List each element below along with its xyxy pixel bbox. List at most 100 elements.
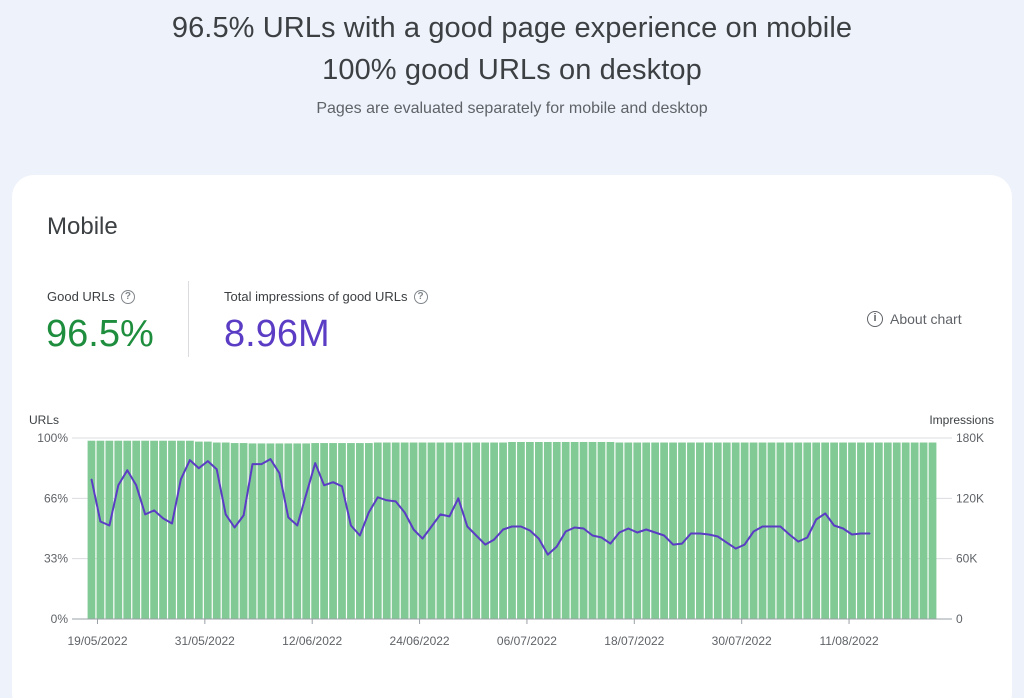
bar	[740, 442, 749, 619]
bar	[651, 442, 660, 619]
y-left-tick-label: 100%	[37, 431, 68, 445]
bar	[150, 440, 158, 619]
bar	[284, 443, 293, 619]
impressions-point	[627, 527, 629, 530]
bar	[597, 441, 606, 619]
bar	[713, 442, 722, 619]
x-tick-label: 12/06/2022	[282, 634, 342, 648]
bar	[186, 440, 194, 619]
bar	[624, 442, 633, 619]
x-tick-label: 31/05/2022	[175, 634, 235, 648]
bar	[454, 442, 463, 619]
bar	[338, 443, 346, 619]
impressions-point	[681, 542, 683, 545]
impressions-point	[162, 517, 164, 520]
x-tick-label: 30/07/2022	[712, 634, 772, 648]
impressions-point	[815, 518, 817, 521]
impressions-label: Total impressions of good URLs ?	[224, 289, 428, 304]
impressions-point	[287, 516, 289, 519]
y-right-tick-label: 120K	[956, 491, 984, 505]
impressions-point	[234, 526, 236, 529]
bar	[364, 443, 373, 619]
bar	[221, 442, 230, 619]
impressions-point	[305, 493, 307, 495]
bar	[660, 442, 668, 619]
y-right-axis-title: Impressions	[929, 413, 994, 427]
good-urls-value: 96.5%	[46, 313, 154, 355]
bar	[552, 441, 561, 619]
bar	[329, 443, 337, 619]
impressions-point	[430, 525, 433, 528]
impressions-point	[448, 515, 450, 518]
bar	[615, 442, 624, 619]
bar	[87, 440, 96, 619]
bar	[481, 442, 490, 619]
impressions-point	[153, 509, 155, 511]
y-right-tick-label: 60K	[956, 552, 977, 566]
impressions-point	[126, 469, 128, 471]
x-tick-label: 11/08/2022	[819, 634, 878, 648]
bar	[704, 442, 713, 619]
bar	[311, 443, 320, 619]
bar	[857, 442, 865, 619]
bar	[606, 441, 615, 619]
impressions-point	[547, 554, 549, 556]
impressions-point	[439, 513, 442, 516]
impressions-point	[797, 540, 799, 543]
impressions-point	[824, 512, 826, 515]
impressions-label-text: Total impressions of good URLs	[224, 289, 408, 304]
impressions-point	[735, 548, 737, 550]
bar	[803, 442, 812, 619]
help-icon[interactable]: ?	[413, 289, 428, 304]
x-tick-label: 18/07/2022	[604, 634, 664, 648]
bar	[517, 441, 525, 619]
impressions-point	[314, 462, 316, 464]
bar	[687, 442, 695, 619]
bar	[400, 442, 409, 619]
bar	[212, 442, 221, 619]
impressions-point	[216, 468, 218, 470]
impressions-point	[511, 525, 513, 528]
x-tick-label: 19/05/2022	[67, 634, 127, 648]
impressions-point	[761, 525, 764, 528]
impressions-point	[574, 526, 576, 529]
metric-divider	[188, 281, 189, 357]
y-right-tick-label: 0	[956, 612, 963, 626]
impressions-point	[636, 531, 638, 534]
bar	[114, 440, 123, 619]
bar	[785, 442, 794, 619]
y-left-tick-label: 0%	[51, 612, 69, 626]
impressions-point	[296, 524, 298, 527]
bar	[669, 442, 677, 619]
bar	[731, 442, 740, 619]
bar	[445, 442, 454, 619]
bar	[901, 442, 910, 619]
bar	[642, 442, 651, 619]
impressions-point	[144, 513, 146, 516]
bar	[320, 443, 328, 619]
bar	[266, 443, 275, 619]
impressions-point	[869, 532, 871, 535]
impressions-point	[90, 478, 93, 480]
bar	[436, 442, 445, 619]
about-chart-button[interactable]: i About chart	[867, 311, 962, 327]
impressions-point	[108, 524, 110, 527]
impressions-point	[395, 500, 397, 502]
bar	[230, 443, 239, 619]
impressions-point	[708, 533, 710, 536]
bar	[874, 442, 883, 619]
bar	[472, 442, 481, 619]
bar	[892, 442, 901, 619]
impressions-point	[377, 496, 379, 498]
help-icon[interactable]: ?	[120, 289, 135, 304]
impressions-point	[654, 531, 656, 534]
impressions-point	[412, 528, 415, 531]
impressions-point	[690, 532, 692, 535]
bar	[570, 441, 579, 619]
impressions-point	[260, 463, 263, 465]
bar	[696, 442, 704, 619]
bar	[177, 440, 185, 619]
impressions-point	[529, 529, 531, 532]
bar	[391, 442, 400, 619]
